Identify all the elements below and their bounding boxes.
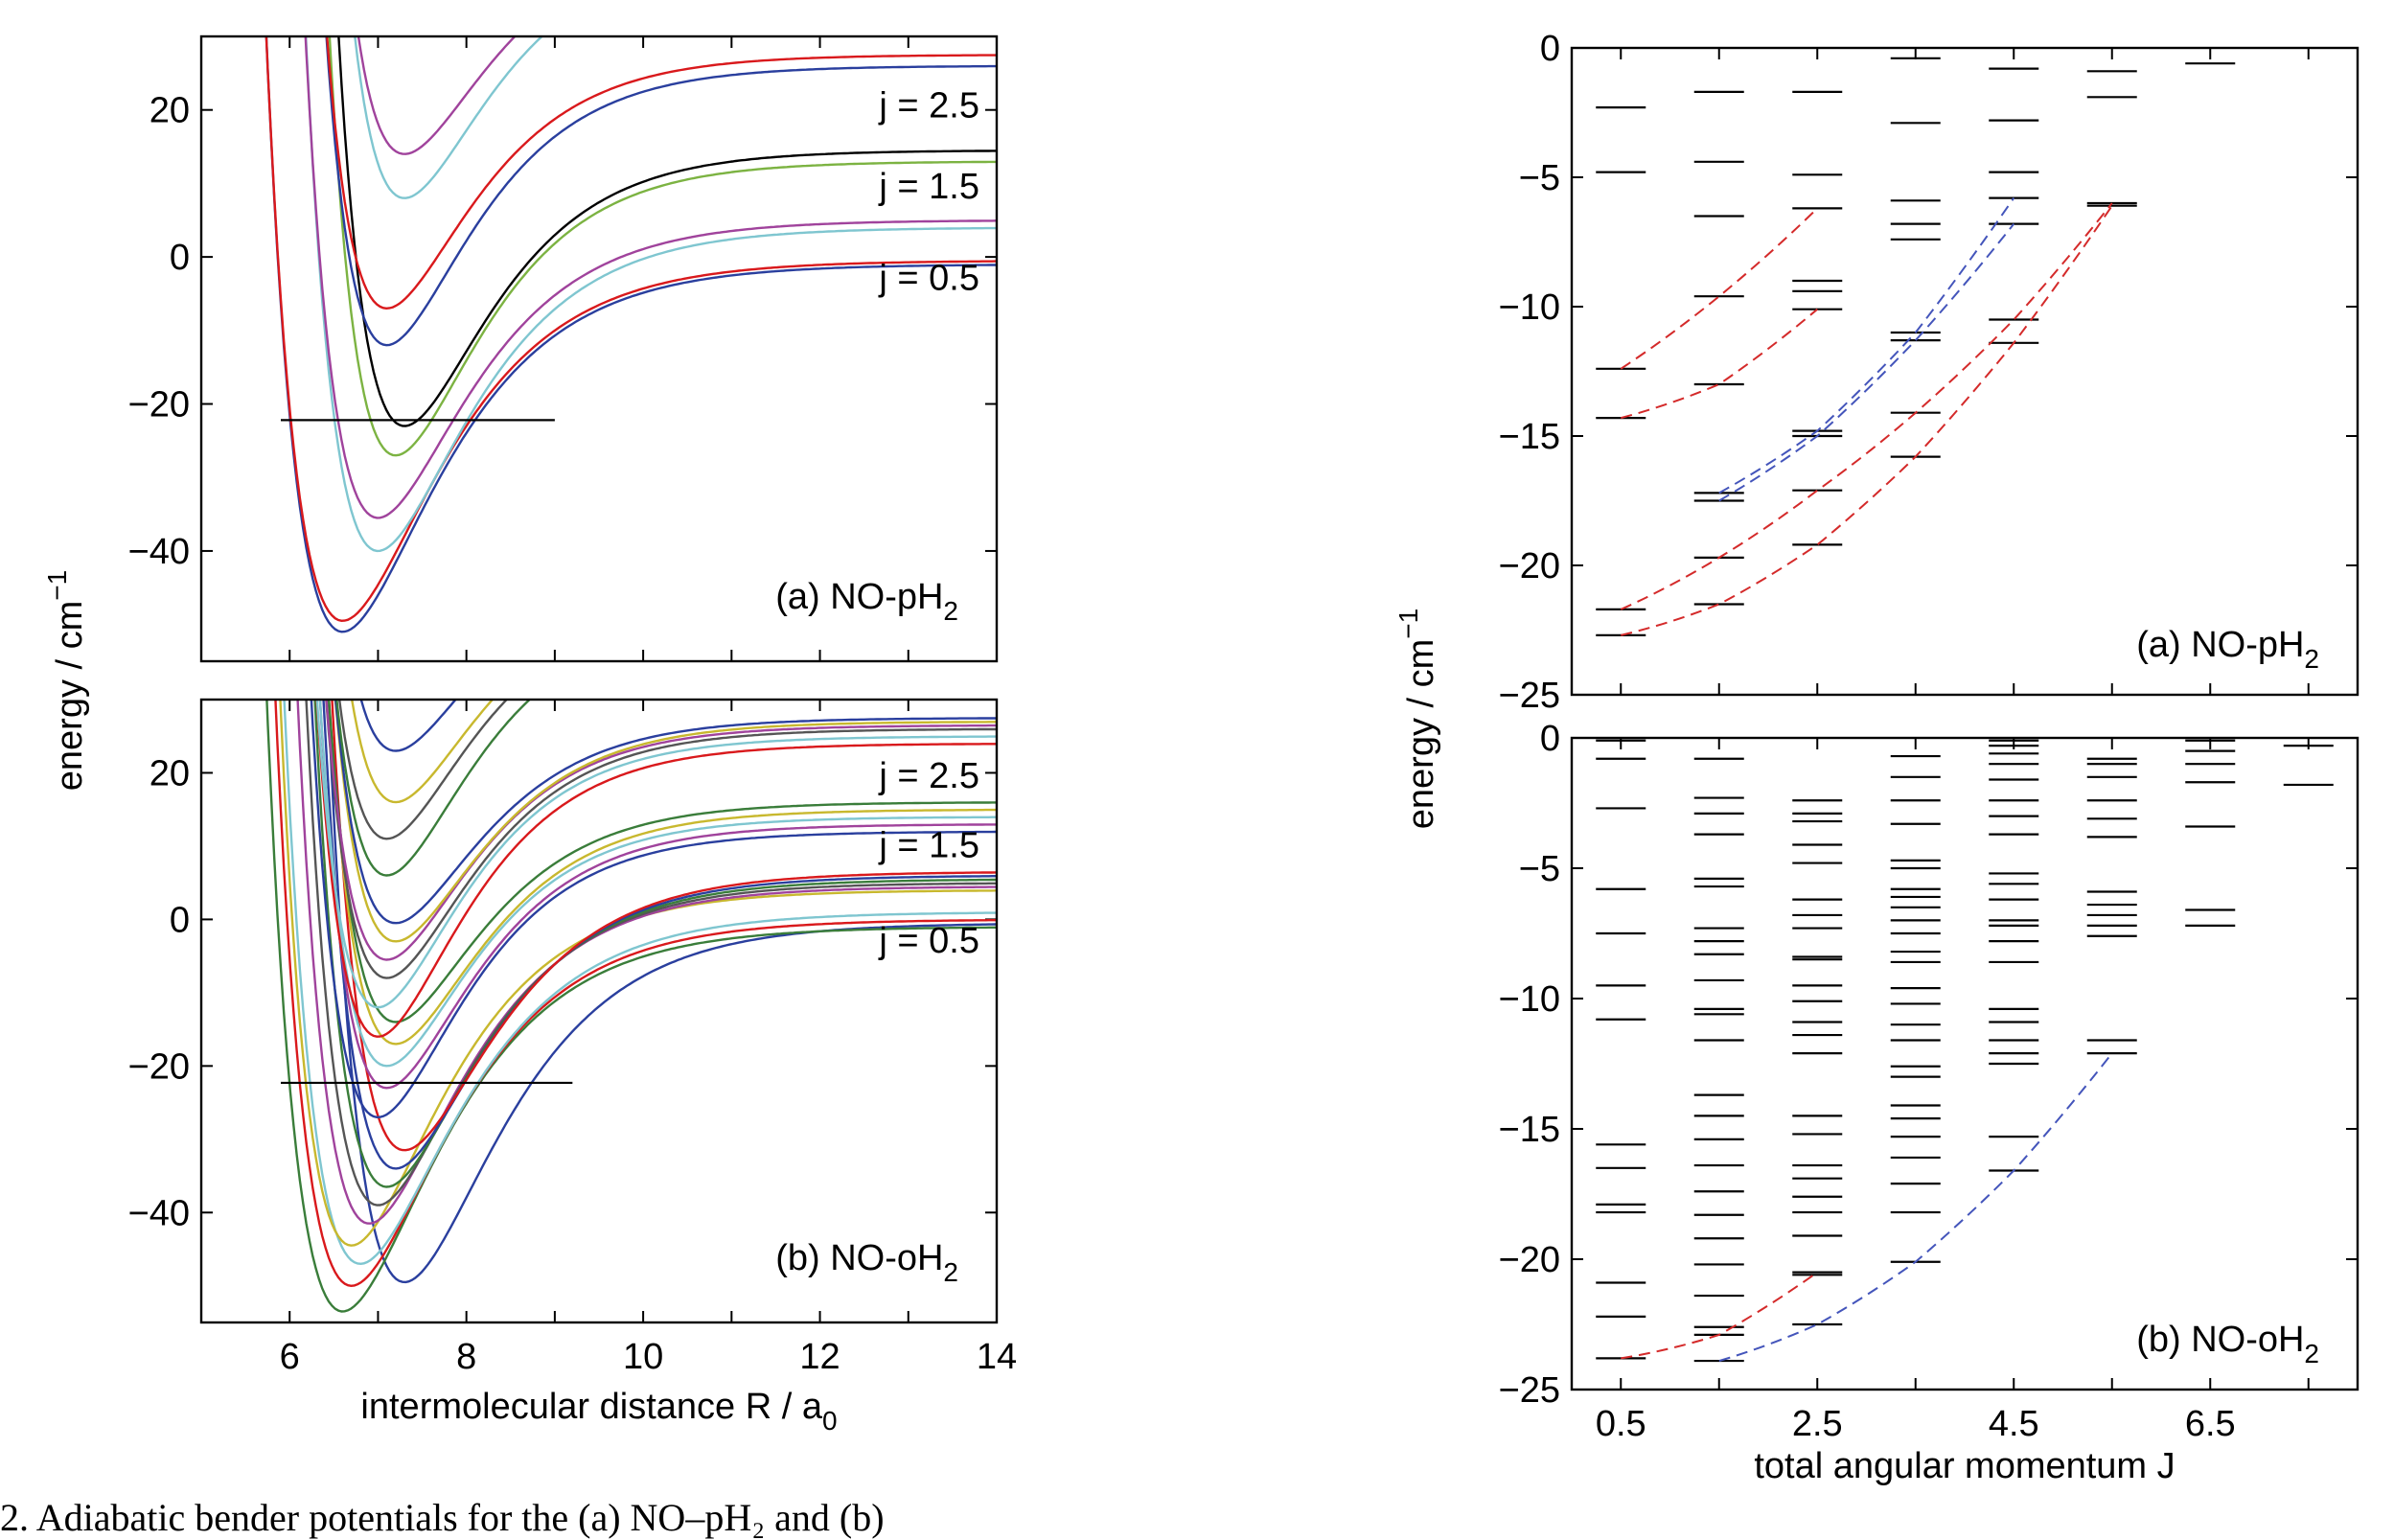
- x-tick-label: 10: [623, 1337, 663, 1377]
- j-annotation: j = 2.5: [878, 85, 979, 126]
- j-annotation: j = 0.5: [878, 259, 979, 299]
- y-tick-label: −25: [1499, 1370, 1560, 1411]
- rotational-progression-curve: [1621, 205, 2113, 636]
- potential-curve: [357, 36, 517, 155]
- potential-curve: [265, 36, 997, 633]
- j-annotation: j = 1.5: [878, 825, 979, 865]
- potential-curve: [331, 700, 997, 1152]
- rotational-progression-curve: [1718, 1052, 2113, 1363]
- y-tick-label: −20: [128, 1046, 190, 1087]
- potential-curve: [315, 700, 997, 1038]
- curves: [265, 36, 997, 633]
- potential-curve: [328, 36, 997, 457]
- y-tick-label: 20: [150, 91, 190, 131]
- potential-curve: [326, 36, 997, 310]
- levels: [1596, 739, 2334, 1363]
- potential-curve: [296, 700, 997, 1225]
- y-tick-label: 20: [150, 753, 190, 793]
- panel-label: (b) NO-oH2: [775, 1238, 958, 1287]
- potential-curve: [325, 36, 997, 347]
- figure-caption: 2. Adiabatic bender potentials for the (…: [0, 1496, 885, 1539]
- potential-curve: [315, 700, 997, 1009]
- panel-no-oh2-potentials: 20 0 −20 −40 6 8 10 12 14 j = 2.5 j = 1.5 j = 0.5 (b…: [128, 698, 1017, 1436]
- panel-no-ph2-levels: 0 −5 −10 −15 −20 −25 (a) NO-pH2 energy / cm−1: [1393, 29, 2359, 829]
- plot-frame: [1570, 46, 2359, 697]
- potential-curve: [265, 36, 997, 623]
- rotational-progression-curve: [1718, 222, 2015, 502]
- panel-label: (b) NO-oH2: [2136, 1320, 2319, 1368]
- potential-curve: [335, 700, 532, 877]
- y-tick-label: −10: [1499, 979, 1560, 1020]
- x-axis-label: intermolecular distance R / a0: [360, 1387, 837, 1436]
- potential-curve: [283, 700, 997, 1266]
- y-tick-label: −20: [1499, 1240, 1560, 1280]
- potential-curve: [327, 700, 997, 1046]
- y-axis-label: energy / cm−1: [1393, 609, 1441, 829]
- potential-curve: [304, 36, 997, 519]
- curves: [265, 700, 997, 1313]
- x-tick-label: 14: [977, 1337, 1017, 1377]
- rotational-progression-curve: [1620, 202, 2113, 610]
- plot-frame: [199, 698, 999, 1324]
- potential-curve: [304, 36, 997, 553]
- x-tick-label: 12: [799, 1337, 840, 1377]
- potential-curve: [327, 700, 997, 1023]
- panel-no-ph2-potentials: 20 0 −20 −40 j = 2.5 j = 1.5 j = 0.5 (a) NO-pH2…: [42, 34, 999, 791]
- potential-curve: [334, 700, 997, 925]
- y-tick-label: −20: [128, 385, 190, 425]
- potential-curve: [337, 700, 509, 840]
- y-tick-label: −40: [128, 1193, 190, 1233]
- x-tick-label: 2.5: [1792, 1404, 1843, 1444]
- potential-curve: [274, 700, 997, 1288]
- x-tick-label: 6: [280, 1337, 300, 1377]
- x-axis-label: total angular momentum J: [1754, 1446, 2175, 1486]
- potential-curve: [313, 700, 997, 1188]
- potential-curve: [359, 700, 457, 752]
- y-tick-label: 0: [1540, 29, 1560, 69]
- potential-curve: [318, 700, 997, 1090]
- potential-curve: [322, 700, 997, 1170]
- plot-frame: [1570, 736, 2359, 1391]
- y-tick-label: −15: [1499, 417, 1560, 457]
- panel-label: (a) NO-pH2: [775, 577, 958, 626]
- potential-curve: [334, 700, 997, 943]
- levels: [1596, 57, 2236, 637]
- y-tick-label: −5: [1519, 158, 1560, 198]
- potential-curve: [350, 700, 495, 804]
- x-tick-label: 8: [456, 1337, 476, 1377]
- panel-no-oh2-levels: 0 −5 −10 −15 −20 −25 0.5 2.5 4.5 6.5 (b) NO-oH2 tot…: [1499, 719, 2359, 1486]
- x-tick-label: 0.5: [1596, 1404, 1646, 1444]
- j-annotation: j = 0.5: [878, 921, 979, 961]
- potential-curve: [337, 36, 997, 427]
- plot-frame: [199, 34, 999, 663]
- x-tick-label: 6.5: [2185, 1404, 2236, 1444]
- y-tick-label: −5: [1519, 849, 1560, 889]
- potential-curve: [310, 700, 997, 1119]
- j-annotation: j = 1.5: [878, 167, 979, 207]
- potential-curve: [305, 700, 997, 1207]
- potential-curve: [325, 700, 997, 979]
- potential-curve: [265, 700, 997, 1313]
- y-tick-label: −25: [1499, 676, 1560, 716]
- potential-curve: [318, 700, 997, 1068]
- y-tick-label: 0: [170, 238, 190, 278]
- rotational-progression-curve: [1621, 308, 1818, 420]
- y-tick-label: 0: [170, 900, 190, 940]
- rotational-progression-curve: [1621, 1271, 1818, 1360]
- potential-curve: [325, 700, 997, 961]
- y-tick-label: −20: [1499, 546, 1560, 586]
- figure: 20 0 −20 −40 j = 2.5 j = 1.5 j = 0.5 (a) NO-pH2…: [42, 29, 2359, 1486]
- y-tick-label: −10: [1499, 287, 1560, 328]
- j-annotation: j = 2.5: [878, 756, 979, 796]
- rotational-progression-curve: [1718, 197, 2015, 494]
- potential-curve: [354, 36, 544, 199]
- y-tick-label: 0: [1540, 719, 1560, 759]
- y-tick-label: −15: [1499, 1110, 1560, 1150]
- y-tick-label: −40: [128, 532, 190, 572]
- x-tick-label: 4.5: [1989, 1404, 2039, 1444]
- rotational-progression-curve: [1620, 207, 1818, 370]
- y-axis-label: energy / cm−1: [42, 570, 90, 791]
- panel-label: (a) NO-pH2: [2136, 625, 2319, 674]
